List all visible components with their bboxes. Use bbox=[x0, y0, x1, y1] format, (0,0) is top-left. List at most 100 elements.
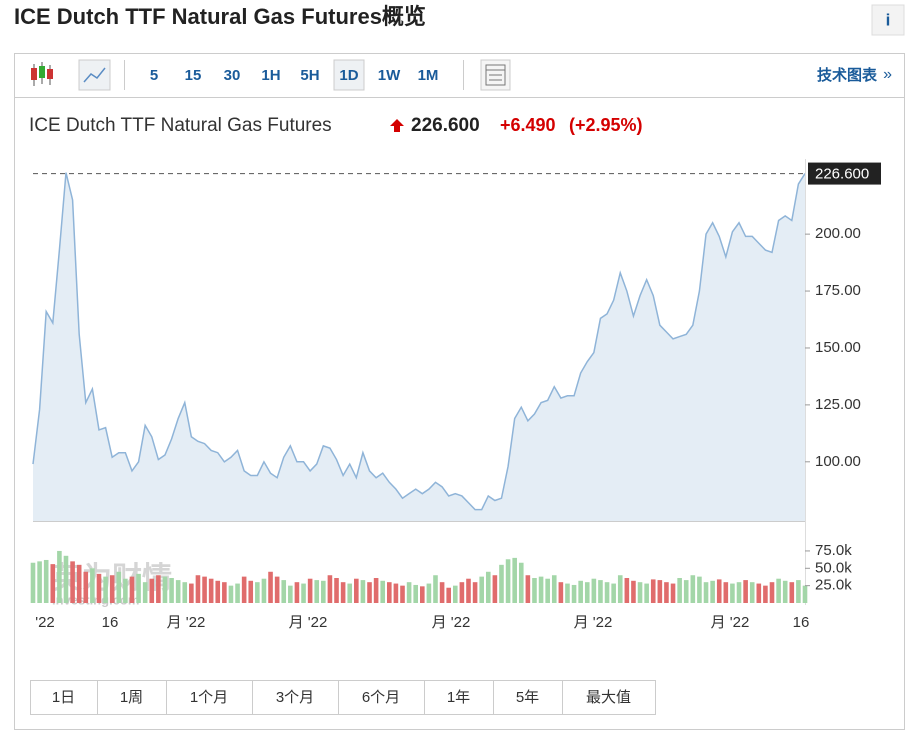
range-button-label[interactable]: 最大值 bbox=[586, 689, 631, 706]
volume-bar bbox=[710, 580, 715, 603]
link-arrow[interactable]: » bbox=[883, 66, 892, 83]
volume-bar bbox=[578, 580, 583, 603]
volume-bar bbox=[670, 583, 676, 603]
volume-bar bbox=[789, 582, 795, 603]
volume-bar bbox=[235, 583, 240, 603]
volume-bar bbox=[50, 564, 56, 603]
range-button-label[interactable]: 1周 bbox=[120, 689, 143, 706]
interval-button[interactable]: 1W bbox=[378, 67, 401, 84]
volume-bar bbox=[142, 582, 148, 603]
volume-bar bbox=[558, 582, 564, 603]
volume-bar bbox=[116, 571, 122, 603]
volume-bar bbox=[499, 564, 504, 603]
range-button-label[interactable]: 1年 bbox=[447, 689, 470, 706]
volume-bar bbox=[703, 582, 709, 603]
range-button-label[interactable]: 1个月 bbox=[190, 689, 228, 706]
volume-bar bbox=[677, 578, 682, 603]
range-button-label[interactable]: 6个月 bbox=[362, 689, 400, 706]
volume-bar bbox=[123, 578, 128, 603]
y-tick-label: 125.00 bbox=[815, 396, 861, 413]
volume-bar bbox=[103, 576, 108, 603]
volume-bar bbox=[90, 568, 95, 603]
interval-button[interactable]: 15 bbox=[185, 67, 202, 84]
volume-bar bbox=[202, 576, 207, 603]
volume-bar bbox=[261, 578, 267, 603]
interval-button[interactable]: 1H bbox=[261, 67, 280, 84]
volume-bar bbox=[83, 571, 89, 603]
volume-bar bbox=[136, 573, 141, 603]
volume-bar bbox=[387, 582, 392, 603]
interval-button[interactable]: 5H bbox=[300, 67, 319, 84]
volume-bar bbox=[314, 580, 320, 603]
volume-bar bbox=[321, 580, 326, 603]
volume-bar bbox=[37, 561, 42, 603]
volume-bar bbox=[162, 576, 168, 603]
volume-bar bbox=[505, 559, 511, 603]
volume-bar bbox=[545, 578, 550, 603]
volume-bar bbox=[492, 575, 498, 603]
volume-bar bbox=[697, 576, 702, 603]
up-arrow bbox=[390, 119, 404, 132]
x-tick-label: 月 '22 bbox=[289, 614, 328, 631]
volume-bar bbox=[96, 573, 102, 603]
info-icon[interactable]: i bbox=[886, 10, 891, 29]
volume-bar bbox=[690, 575, 696, 603]
volume-bar bbox=[393, 583, 399, 603]
volume-bar bbox=[149, 578, 155, 603]
volume-bar bbox=[598, 580, 603, 603]
interval-button[interactable]: 1D bbox=[339, 67, 358, 84]
range-button[interactable] bbox=[97, 680, 167, 715]
last-price-label: 226.600 bbox=[815, 166, 869, 183]
price-line bbox=[32, 172, 806, 511]
info-button[interactable] bbox=[871, 4, 905, 36]
volume-bar bbox=[802, 585, 808, 603]
volume-bar bbox=[380, 580, 386, 603]
volume-bar bbox=[419, 586, 425, 603]
range-button[interactable] bbox=[252, 680, 339, 715]
technical-chart-link[interactable]: 技术图表 bbox=[817, 66, 878, 84]
volume-bar bbox=[459, 582, 465, 603]
range-button[interactable] bbox=[562, 680, 656, 715]
volume-bar bbox=[584, 582, 590, 603]
interval-button[interactable]: 30 bbox=[224, 67, 241, 84]
volume-bar bbox=[664, 582, 669, 603]
quote-change: +6.490 bbox=[500, 115, 556, 135]
candle-icon[interactable] bbox=[31, 62, 53, 86]
volume-bar bbox=[340, 582, 346, 603]
range-button[interactable] bbox=[166, 680, 253, 715]
quote-change-pct: (+2.95%) bbox=[569, 115, 643, 135]
volume-bar bbox=[400, 585, 405, 603]
volume-bar bbox=[736, 582, 742, 603]
volume-bar bbox=[769, 582, 775, 603]
volume-bar bbox=[109, 575, 115, 603]
range-button[interactable] bbox=[30, 680, 98, 715]
interval-selected[interactable] bbox=[333, 59, 365, 91]
volume-bar bbox=[255, 582, 260, 603]
volume-bar bbox=[776, 578, 781, 603]
volume-bar bbox=[307, 578, 313, 603]
range-button-label[interactable]: 3个月 bbox=[276, 689, 314, 706]
line-icon-button[interactable] bbox=[78, 59, 111, 91]
volume-bar bbox=[301, 583, 306, 603]
price-area bbox=[33, 172, 805, 521]
last-price-box bbox=[808, 162, 881, 185]
interval-button[interactable]: 1M bbox=[418, 67, 439, 84]
volume-bar bbox=[228, 585, 234, 603]
volume-bar bbox=[644, 583, 649, 603]
y-tick-label: 100.00 bbox=[815, 453, 861, 470]
interval-button[interactable]: 5 bbox=[150, 67, 158, 84]
volume-bar bbox=[479, 576, 484, 603]
x-tick-label: 月 '22 bbox=[432, 614, 471, 631]
volume-bar bbox=[360, 580, 366, 603]
volume-bar bbox=[248, 580, 254, 603]
range-button-label[interactable]: 5年 bbox=[516, 689, 539, 706]
volume-bar bbox=[70, 561, 75, 603]
volume-bar bbox=[716, 579, 722, 603]
volume-bar bbox=[439, 582, 445, 603]
table-icon bbox=[485, 64, 506, 86]
volume-bar bbox=[637, 582, 643, 603]
range-button-label[interactable]: 1日 bbox=[52, 689, 75, 706]
volume-bar bbox=[175, 580, 181, 603]
volume-bar bbox=[782, 580, 788, 603]
